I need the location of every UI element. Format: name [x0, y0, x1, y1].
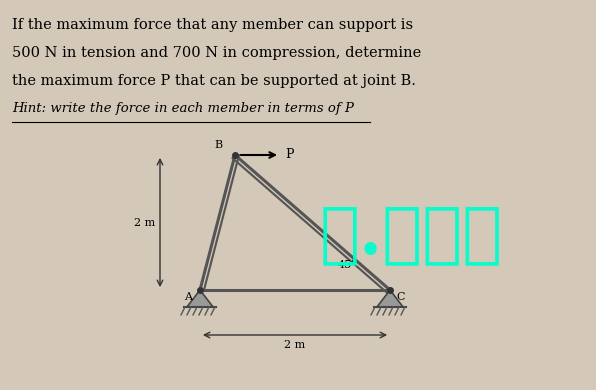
- Text: B: B: [215, 140, 223, 150]
- Text: م.بدر: م.بدر: [320, 202, 503, 268]
- Text: 45°: 45°: [338, 260, 358, 270]
- Text: P: P: [285, 149, 293, 161]
- Polygon shape: [187, 290, 213, 307]
- Text: 2 m: 2 m: [284, 340, 306, 350]
- Text: 500 N in tension and 700 N in compression, determine: 500 N in tension and 700 N in compressio…: [12, 46, 421, 60]
- Polygon shape: [377, 290, 403, 307]
- Text: the maximum force P that can be supported at joint B.: the maximum force P that can be supporte…: [12, 74, 416, 88]
- Text: A: A: [184, 292, 192, 302]
- Text: Hint: write the force in each member in terms of P: Hint: write the force in each member in …: [12, 102, 354, 115]
- Text: C: C: [396, 292, 405, 302]
- Text: 2 m: 2 m: [134, 218, 155, 227]
- Text: If the maximum force that any member can support is: If the maximum force that any member can…: [12, 18, 413, 32]
